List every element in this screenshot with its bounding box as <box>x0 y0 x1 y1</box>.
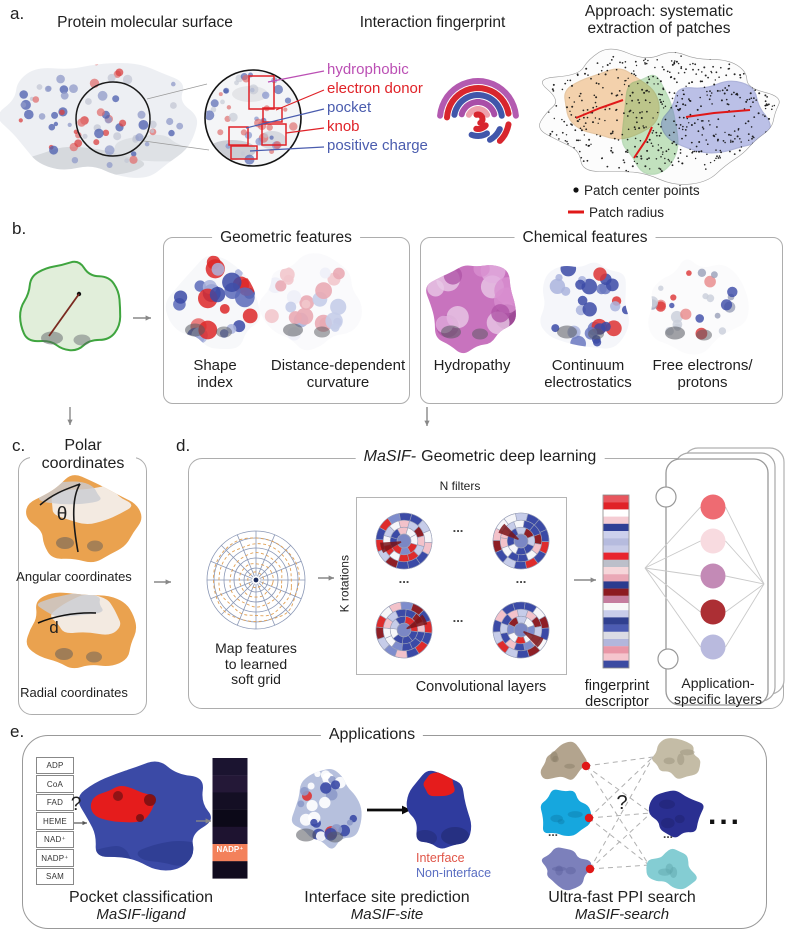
annotation-hydrophobic: hydrophobic <box>327 61 409 78</box>
ligand-option: ADP <box>36 757 74 775</box>
fingerprint-title: Interaction fingerprint <box>359 14 506 31</box>
ligand-option: FAD <box>36 793 74 812</box>
panel-b-label: b. <box>12 219 27 238</box>
panel-e-label: e. <box>10 722 25 741</box>
shape-index-label: Shape index <box>193 357 237 391</box>
panel-a-label: a. <box>10 4 25 23</box>
search-ellipsis-right: ... <box>663 827 674 841</box>
ligand-option: CoA <box>36 775 74 793</box>
search-ellipsis-big: ... <box>708 798 743 831</box>
annotation-pocket: pocket <box>327 99 372 116</box>
panel-d-label: d. <box>176 436 191 455</box>
noninterface-legend-label: Non-interface <box>416 866 492 880</box>
masif-title-method: MaSIF- <box>363 448 417 465</box>
conv-ellipsis-left: ... <box>398 571 410 586</box>
search-question-mark: ? <box>616 792 628 814</box>
ddc-label: Distance-dependent curvature <box>270 357 406 391</box>
k-rotations-label: K rotations <box>337 555 352 613</box>
legend-patch-radius: Patch radius <box>589 205 665 220</box>
interface-legend-label: Interface <box>416 851 465 865</box>
polar-coordinates-title: Polar coordinates <box>30 437 136 473</box>
ligand-option: NAD⁺ <box>36 830 74 849</box>
ligand-option: HEME <box>36 812 74 830</box>
n-filters-label: N filters <box>439 479 481 493</box>
search-method: MaSIF-search <box>574 906 670 923</box>
conv-ellipsis-bottom: ... <box>452 610 464 625</box>
application-layers-caption: Application-specific layers <box>674 675 762 707</box>
fingerprint-icon <box>437 78 519 144</box>
ligand-option: NADP⁺ <box>36 849 74 867</box>
conv-ellipsis-top: ... <box>452 520 464 535</box>
ligand-list: ADP CoA FAD HEME NAD⁺ NADP⁺ SAM <box>36 757 74 886</box>
masif-title-rest: Geometric deep learning <box>421 448 597 465</box>
annotation-electron-donor: electron donor <box>327 80 423 97</box>
annotation-positive-charge: positive charge <box>327 137 428 154</box>
ligand-option: SAM <box>36 867 74 886</box>
theta-symbol: θ <box>56 504 68 525</box>
d-symbol: d <box>49 618 59 637</box>
conv-ellipsis-right: ... <box>515 571 527 586</box>
convolutional-layers-caption: Convolutional layers <box>415 679 547 695</box>
heatmap-predicted-label: NADP⁺ <box>216 845 244 854</box>
ligand-caption: Pocket classification <box>68 889 214 906</box>
applications-title: Applications <box>320 726 424 744</box>
polar-coordinates-box <box>18 457 147 715</box>
panel-c-label: c. <box>12 436 26 455</box>
green-patch-art <box>19 260 122 352</box>
convolutional-layers-box <box>356 497 567 675</box>
zoomed-patch-art <box>204 69 325 167</box>
map-features-caption: Map features to learned soft grid <box>215 640 297 688</box>
ligand-question-mark: ? <box>70 794 82 815</box>
protein-surface-art <box>0 62 210 178</box>
approach-title: Approach: systematic extraction of patch… <box>584 3 734 38</box>
radial-coordinates-caption: Radial coordinates <box>20 685 128 700</box>
search-caption: Ultra-fast PPI search <box>548 889 696 906</box>
geometric-features-title: Geometric features <box>212 229 360 247</box>
fingerprint-descriptor-caption: fingerprint descriptor <box>584 678 650 711</box>
annotation-knob: knob <box>327 118 360 135</box>
angular-coordinates-caption: Angular coordinates <box>16 569 132 584</box>
surface-title: Protein molecular surface <box>57 14 233 31</box>
search-ellipsis-left: ... <box>548 825 559 839</box>
site-caption: Interface site prediction <box>304 889 470 906</box>
deep-learning-title: MaSIF- Geometric deep learning <box>355 448 605 466</box>
ligand-method: MaSIF-ligand <box>96 906 186 923</box>
continuum-label: Continuum electrostatics <box>544 357 632 391</box>
chemical-features-title: Chemical features <box>514 229 656 247</box>
hydropathy-label: Hydropathy <box>433 357 511 374</box>
free-electrons-label: Free electrons/ protons <box>652 357 753 391</box>
site-method: MaSIF-site <box>350 906 424 923</box>
legend-patch-centers: Patch center points <box>584 183 700 198</box>
